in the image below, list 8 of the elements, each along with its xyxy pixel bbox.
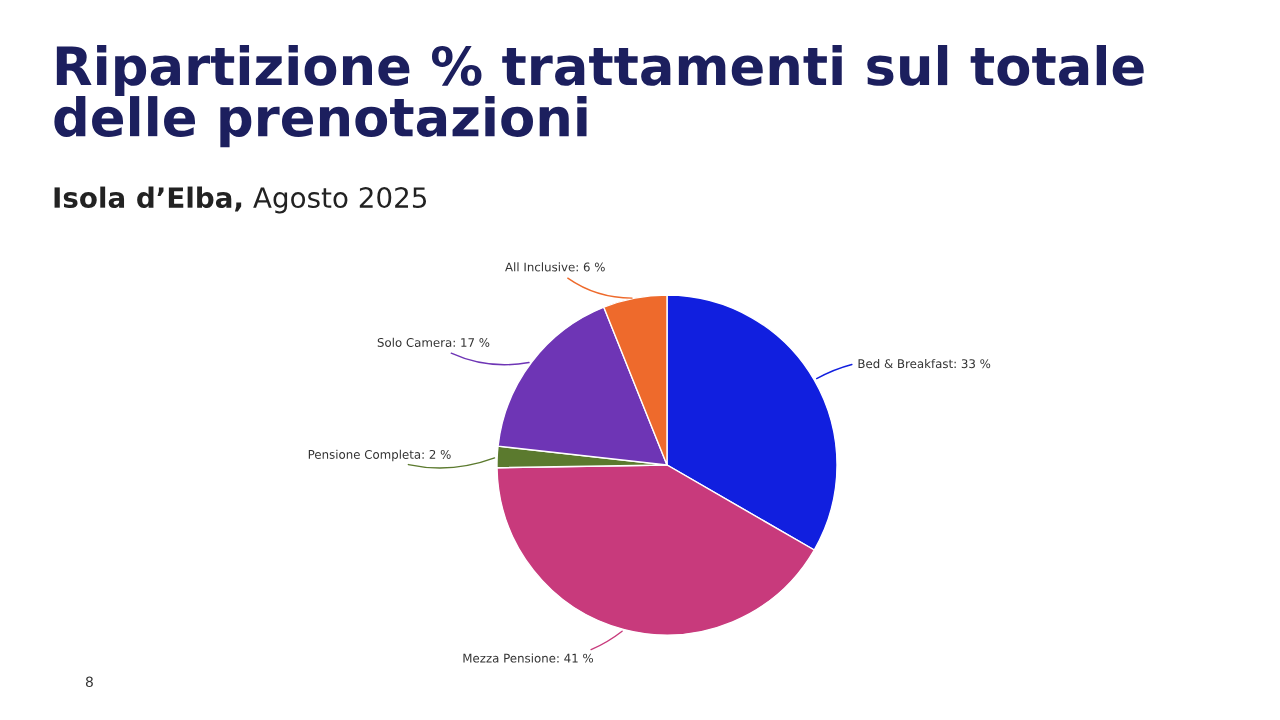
slice-label: All Inclusive: 6 % bbox=[505, 262, 605, 272]
chart-title: Ripartizione % trattamenti sul totale delle prenotazioni bbox=[54, 45, 1144, 148]
chart-subtitle: Isola d’Elba, Agosto 2025 bbox=[54, 186, 427, 214]
slice-label: Mezza Pensione: 41 % bbox=[463, 653, 594, 663]
slice-label: Bed & Breakfast: 33 % bbox=[858, 358, 991, 369]
slice-label: Pensione Completa: 2 % bbox=[308, 449, 451, 462]
slice-label: Solo Camera: 17 % bbox=[377, 337, 490, 347]
text: 8 bbox=[85, 676, 93, 688]
